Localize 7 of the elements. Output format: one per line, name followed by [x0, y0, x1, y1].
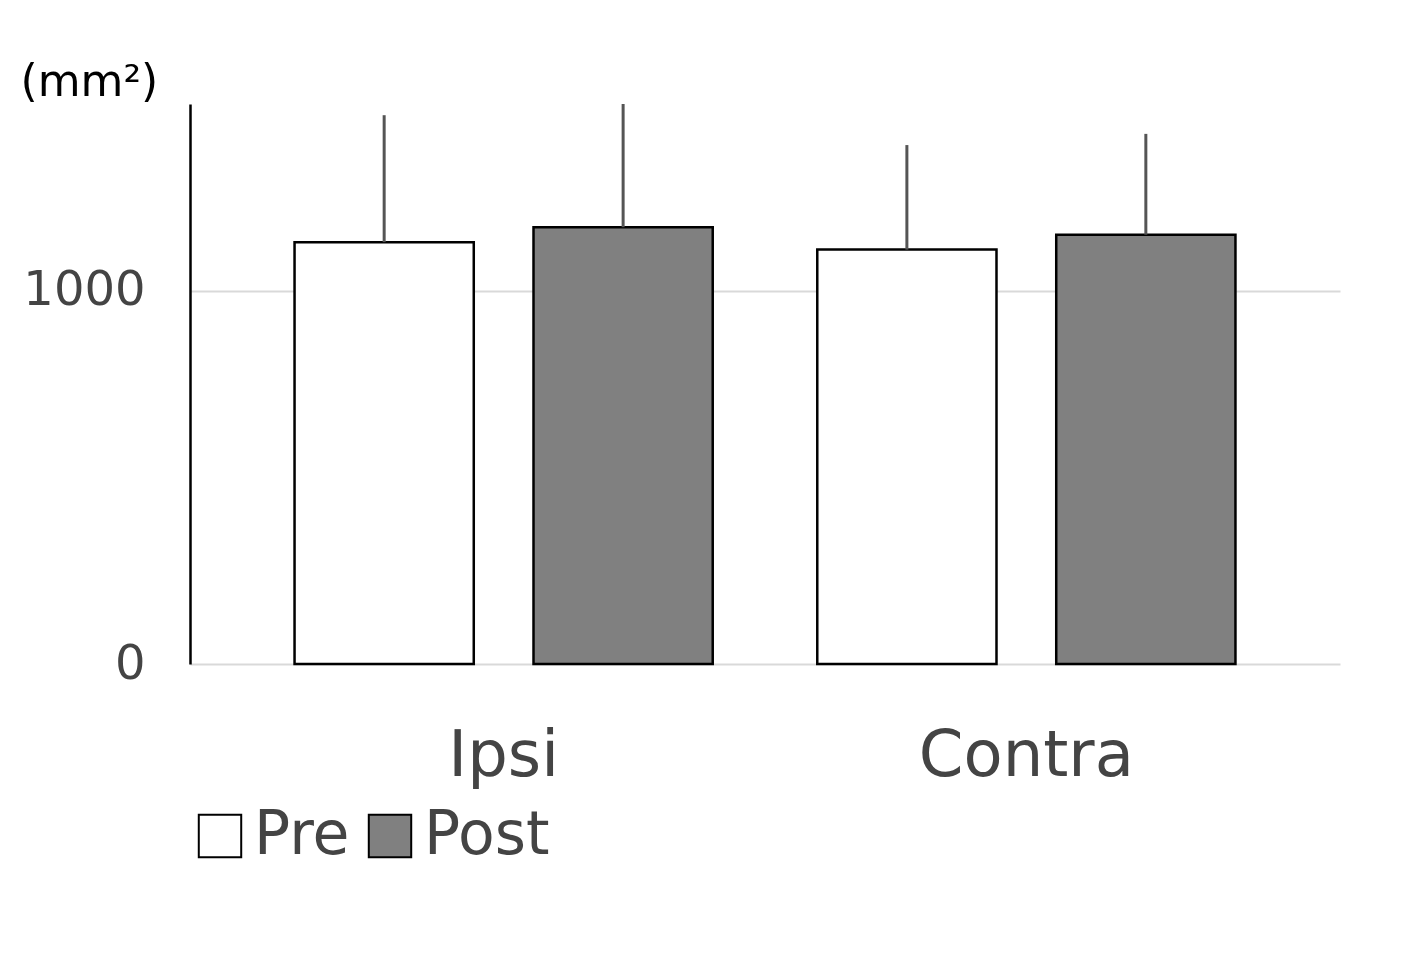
y-tick-label: 0	[114, 633, 146, 690]
x-tick-label: Contra	[918, 716, 1134, 791]
legend-label: Pre	[254, 798, 350, 868]
x-tick-label: Ipsi	[448, 716, 559, 791]
y-tick-label: 1000	[23, 260, 146, 317]
legend-label: Post	[424, 798, 550, 868]
y-axis-title: (mm²)	[20, 54, 159, 106]
